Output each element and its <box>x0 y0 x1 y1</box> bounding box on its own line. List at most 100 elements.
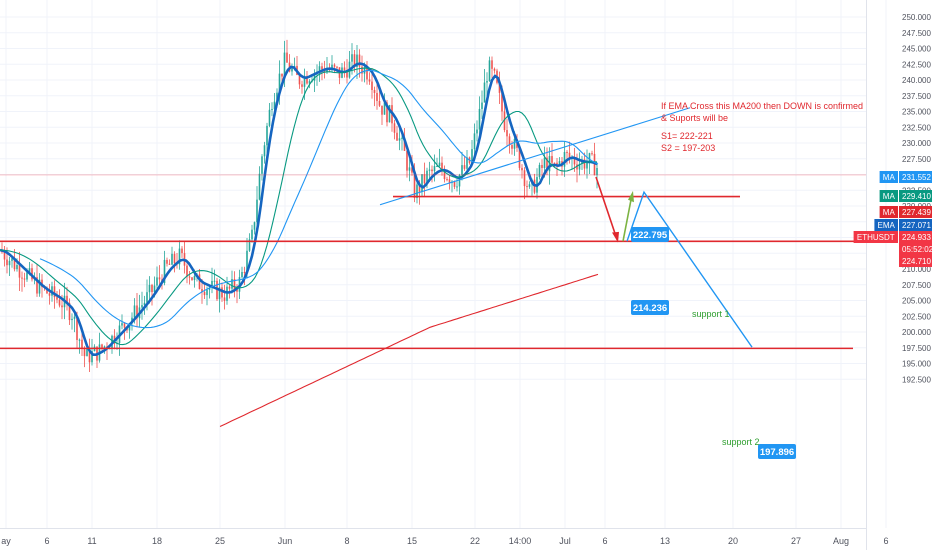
candle-body <box>446 179 448 181</box>
candle-body <box>6 259 8 266</box>
price-label-tag <box>879 190 898 202</box>
candle-body <box>476 129 478 134</box>
price-label-value-bg <box>899 190 932 202</box>
candle-body <box>423 174 426 184</box>
candle-body <box>151 284 153 293</box>
price-label-value-bg <box>899 231 932 243</box>
y-tick-label: 205.000 <box>902 297 931 306</box>
candle-body <box>241 272 243 278</box>
candle-body <box>298 74 301 85</box>
candle-body <box>426 170 428 184</box>
candle-body <box>396 132 398 141</box>
candle-body <box>453 181 456 187</box>
price-label-name: EMA <box>878 221 896 230</box>
candle-body <box>353 54 356 67</box>
candle-body <box>458 174 461 187</box>
candle-body <box>371 81 373 91</box>
candle-body <box>261 156 263 174</box>
price-label-name: ETHUSDT <box>857 233 895 242</box>
candle-body <box>583 159 586 169</box>
candle-body <box>303 75 306 87</box>
candle-body <box>153 285 156 293</box>
candle-body <box>11 258 13 261</box>
candle-body <box>508 136 511 146</box>
callout-value: 222.795 <box>633 230 668 241</box>
candle-body <box>563 152 566 167</box>
y-tick-label: 227.500 <box>902 155 931 164</box>
price-label-value: 229.410 <box>902 192 931 201</box>
candle-body <box>541 164 543 169</box>
candle-body <box>186 265 188 277</box>
candle-body <box>591 153 593 155</box>
y-tick-label: 240.000 <box>902 76 931 85</box>
y-tick-label: 250.000 <box>902 13 931 22</box>
x-tick-label: 18 <box>152 536 162 546</box>
y-tick-label: 210.000 <box>902 265 931 274</box>
candle-body <box>438 162 441 167</box>
candle-body <box>273 101 276 109</box>
candle-body <box>283 52 286 77</box>
candle-body <box>373 90 376 93</box>
candle-body <box>53 286 56 298</box>
candle-body <box>363 67 366 74</box>
candle-body <box>101 344 103 349</box>
candle-body <box>171 253 173 265</box>
candle-body <box>306 75 308 84</box>
y-tick-label: 242.500 <box>902 60 931 69</box>
candle-body <box>416 184 418 199</box>
candle-body <box>408 167 411 171</box>
candle-body <box>506 130 508 137</box>
candle-body <box>146 292 148 303</box>
price-label: ETHUSDT 224.933 <box>853 231 932 243</box>
candle-body <box>513 139 516 149</box>
price-label-name: MA <box>883 208 896 217</box>
candle-body <box>511 145 513 149</box>
price-label-value-bg <box>899 243 932 255</box>
candle-body <box>441 162 443 171</box>
annotation-line: & Suports will be <box>661 113 728 123</box>
candle-body <box>38 279 41 294</box>
candle-body <box>26 272 28 280</box>
candle-body <box>466 157 468 169</box>
candle-body <box>383 102 386 115</box>
ema-line <box>0 62 598 356</box>
candle-body <box>528 184 531 187</box>
candle-body <box>168 263 171 265</box>
candle-body <box>418 184 421 192</box>
candle-body <box>336 66 338 68</box>
candle-body <box>163 259 166 284</box>
callout-value: 214.236 <box>633 303 667 314</box>
candle-body <box>471 149 473 163</box>
projection-line <box>626 190 753 348</box>
candle-body <box>523 170 526 187</box>
candle-body <box>143 302 146 306</box>
drop-arrow-head <box>612 231 619 243</box>
candle-body <box>221 287 223 298</box>
candle-body <box>393 123 396 133</box>
candle-body <box>83 347 86 357</box>
candle-body <box>286 52 288 63</box>
moving-averages <box>0 62 599 427</box>
price-label-tag <box>874 219 898 231</box>
ma-fast-line <box>0 67 598 346</box>
y-tick-label: 197.500 <box>902 344 931 353</box>
candle-body <box>376 92 378 101</box>
candle-body <box>448 179 451 183</box>
y-tick-label: 192.500 <box>902 375 931 384</box>
x-tick-label: Jun <box>278 536 293 546</box>
candle-body <box>378 100 381 106</box>
candle-body <box>436 166 438 168</box>
price-label-value: 231.552 <box>902 173 931 182</box>
candle-body <box>16 264 18 270</box>
price-label: 05:52:02 <box>899 243 932 255</box>
candle-body <box>258 173 261 200</box>
candle-body <box>201 289 203 293</box>
ma200-line <box>219 273 599 427</box>
candle-body <box>413 172 416 199</box>
candle-body <box>556 162 558 165</box>
candle-body <box>333 64 336 67</box>
candle-body <box>158 277 161 280</box>
